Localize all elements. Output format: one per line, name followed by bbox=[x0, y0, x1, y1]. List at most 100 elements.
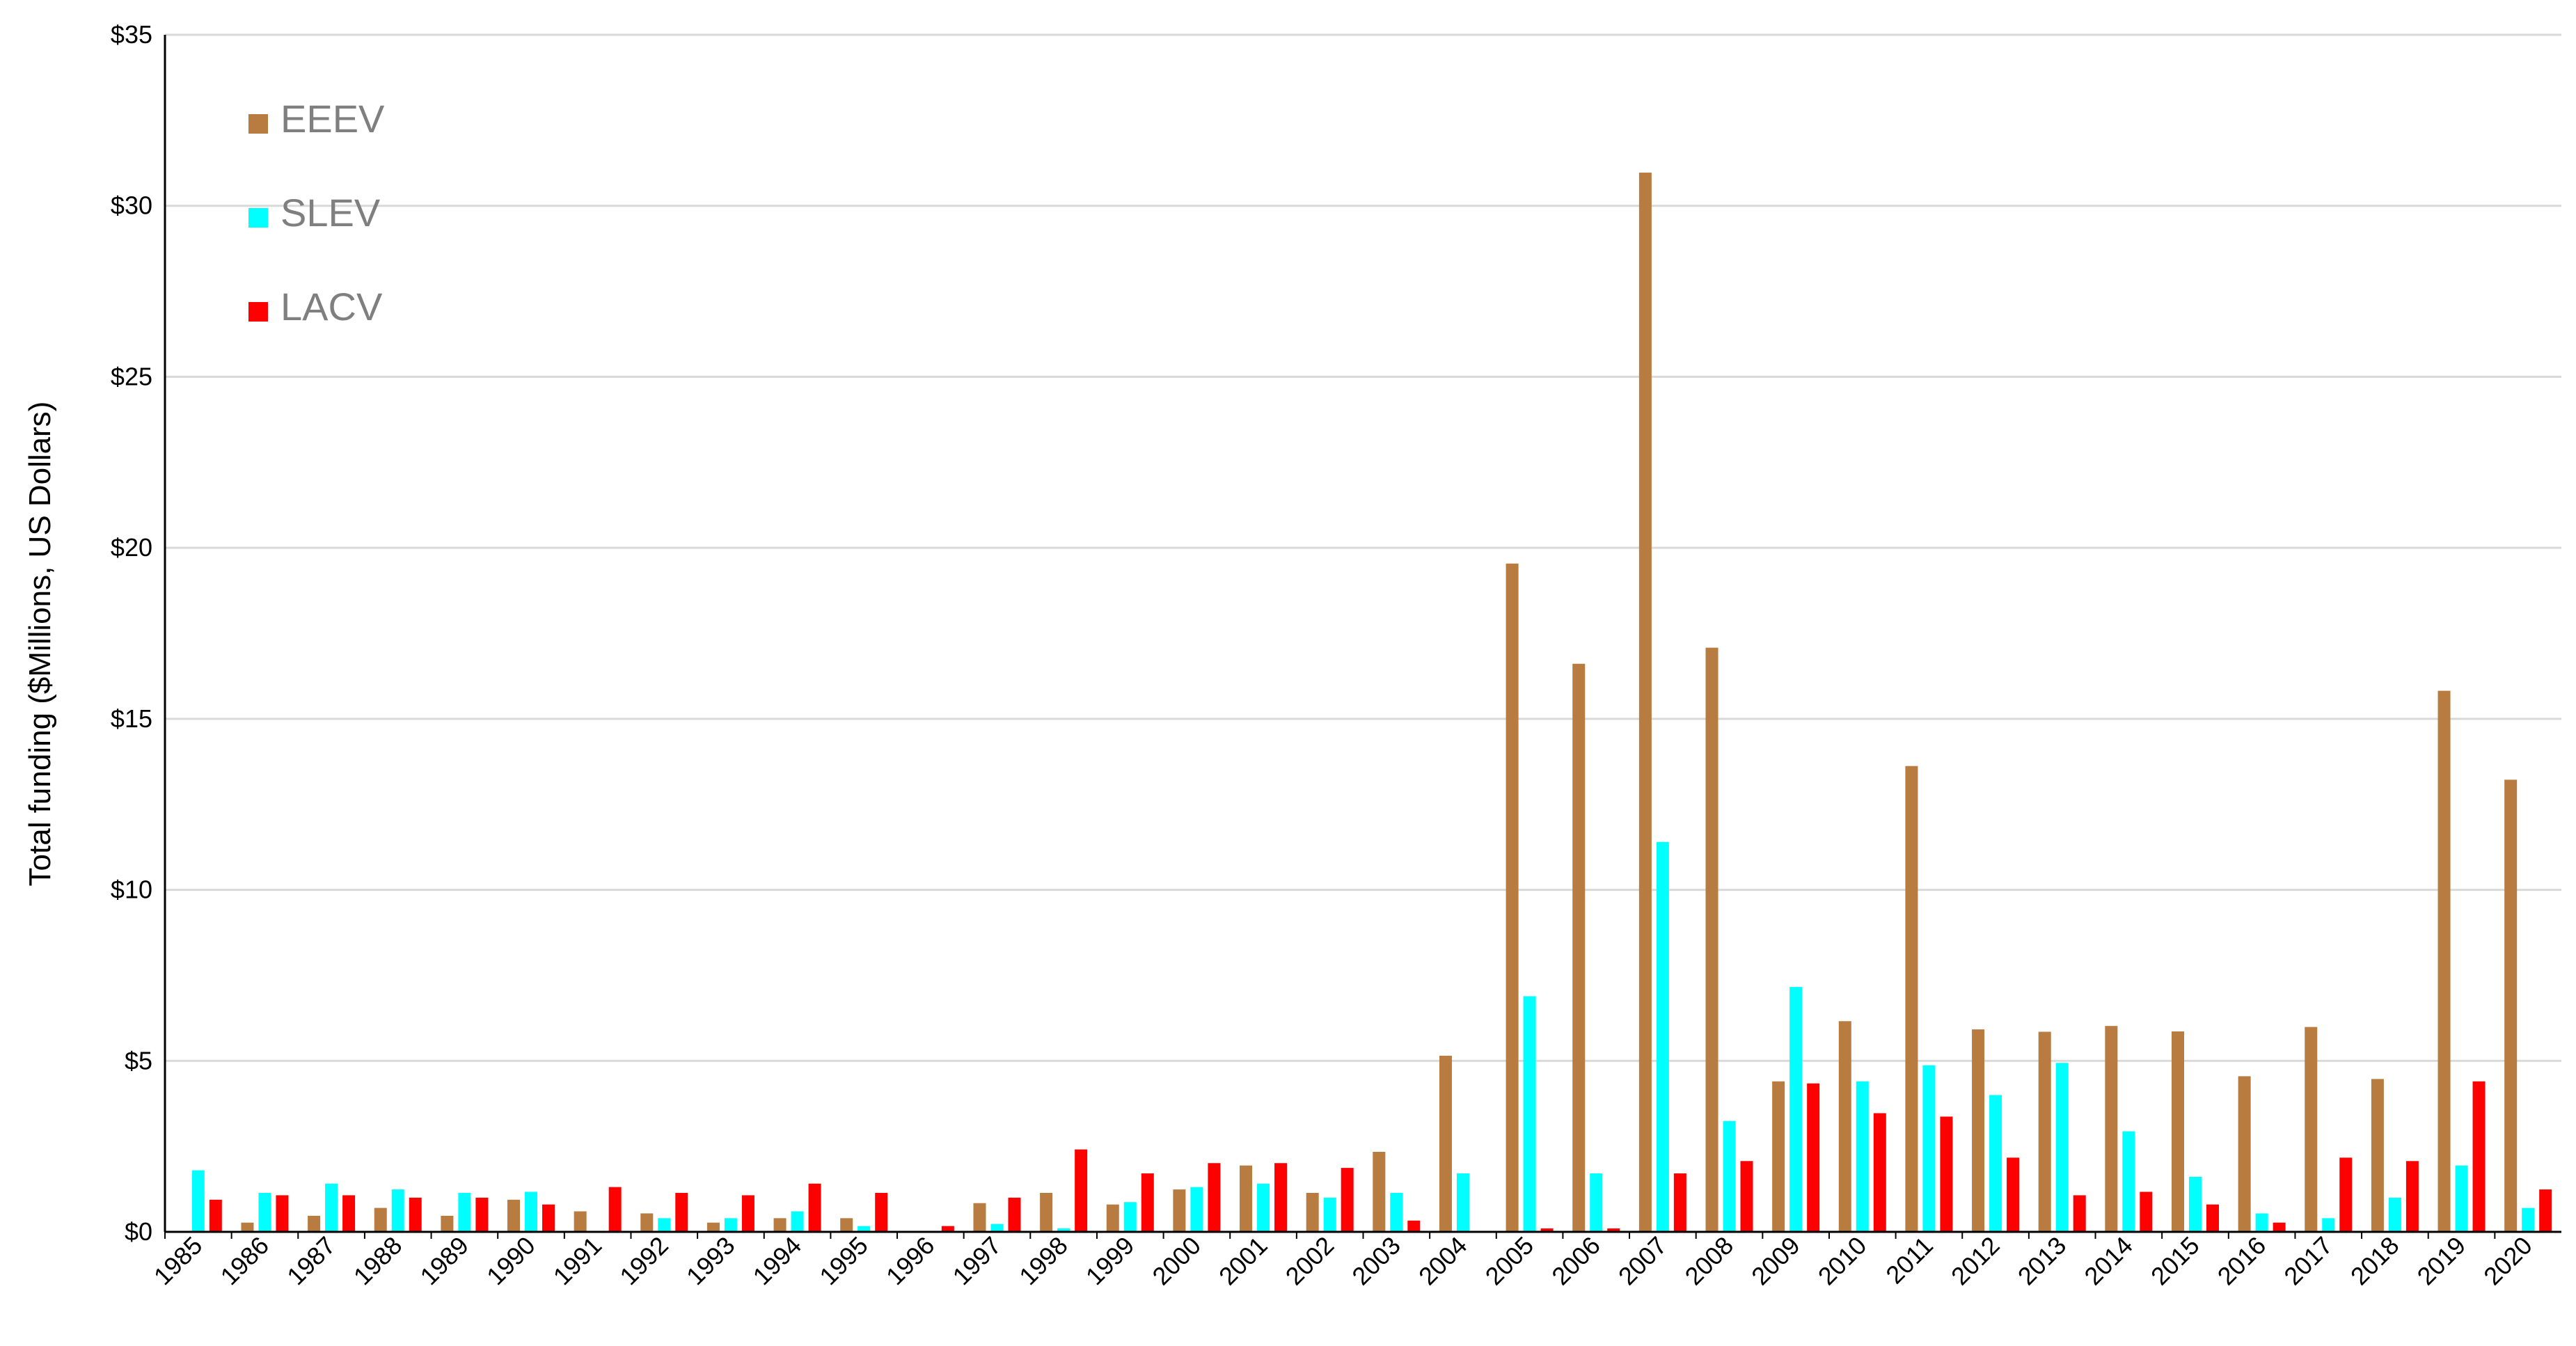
legend-label-slev: SLEV bbox=[280, 191, 381, 235]
bar-lacv-2014 bbox=[2140, 1191, 2153, 1232]
bar-eeev-1997 bbox=[973, 1203, 986, 1232]
bar-slev-2005 bbox=[1523, 996, 1536, 1232]
bar-lacv-1987 bbox=[342, 1195, 356, 1232]
bar-eeev-2013 bbox=[2038, 1031, 2051, 1232]
bar-lacv-2015 bbox=[2206, 1204, 2219, 1232]
x-tick-label: 1997 bbox=[947, 1231, 1007, 1291]
bar-eeev-2009 bbox=[1772, 1081, 1785, 1232]
bar-lacv-1992 bbox=[675, 1192, 688, 1232]
bar-lacv-1999 bbox=[1141, 1173, 1154, 1232]
x-tick-label: 1985 bbox=[148, 1231, 208, 1291]
bar-lacv-1986 bbox=[276, 1195, 289, 1232]
bar-slev-2018 bbox=[2388, 1197, 2401, 1232]
bar-lacv-1985 bbox=[209, 1199, 222, 1232]
bar-eeev-1992 bbox=[640, 1213, 654, 1232]
x-tick-label: 1998 bbox=[1013, 1231, 1073, 1291]
x-tick-label: 1988 bbox=[348, 1231, 408, 1291]
y-tick-label: $30 bbox=[111, 191, 152, 220]
bar-slev-1992 bbox=[658, 1218, 671, 1232]
x-tick-label: 2010 bbox=[1812, 1231, 1872, 1291]
legend-label-eeev: EEEV bbox=[280, 97, 385, 141]
x-tick-label: 2016 bbox=[2212, 1231, 2272, 1291]
bars bbox=[191, 173, 2552, 1233]
bar-eeev-1994 bbox=[773, 1218, 787, 1232]
bar-lacv-1996 bbox=[941, 1226, 954, 1232]
bar-slev-2002 bbox=[1323, 1197, 1336, 1232]
x-tick-label: 2000 bbox=[1146, 1231, 1206, 1291]
x-tick-label: 1990 bbox=[481, 1231, 541, 1291]
bar-slev-2015 bbox=[2188, 1176, 2202, 1232]
bar-lacv-2007 bbox=[1673, 1173, 1686, 1232]
x-tick-label: 1995 bbox=[814, 1231, 874, 1291]
bar-eeev-1986 bbox=[241, 1222, 254, 1232]
bar-slev-1988 bbox=[391, 1189, 404, 1232]
bar-eeev-2017 bbox=[2305, 1027, 2318, 1232]
axes bbox=[164, 35, 2561, 1239]
bar-slev-2013 bbox=[2055, 1063, 2069, 1232]
y-tick-label: $15 bbox=[111, 704, 152, 733]
bar-slev-2014 bbox=[2122, 1131, 2135, 1232]
bar-lacv-1997 bbox=[1008, 1197, 1021, 1232]
bar-slev-2017 bbox=[2322, 1218, 2335, 1232]
bar-eeev-1999 bbox=[1106, 1204, 1119, 1232]
x-tick-label: 2007 bbox=[1613, 1231, 1673, 1291]
bar-eeev-1998 bbox=[1040, 1192, 1053, 1232]
y-tick-label: $25 bbox=[111, 362, 152, 390]
bar-eeev-2008 bbox=[1705, 647, 1718, 1232]
x-tick-label: 2020 bbox=[2478, 1231, 2538, 1291]
bar-lacv-1994 bbox=[808, 1183, 821, 1232]
x-tick-label: 2008 bbox=[1680, 1231, 1739, 1291]
bar-lacv-2010 bbox=[1873, 1113, 1886, 1232]
x-tick-label: 1986 bbox=[214, 1231, 274, 1291]
bar-eeev-2004 bbox=[1439, 1055, 1452, 1232]
bar-eeev-1990 bbox=[507, 1199, 521, 1232]
bar-slev-2007 bbox=[1656, 841, 1669, 1232]
x-tick-label: 2015 bbox=[2145, 1231, 2205, 1291]
bar-slev-2009 bbox=[1789, 987, 1803, 1232]
bar-eeev-2015 bbox=[2171, 1031, 2184, 1232]
bar-eeev-2002 bbox=[1306, 1192, 1319, 1232]
bar-lacv-2000 bbox=[1208, 1163, 1221, 1232]
x-tick-label: 2019 bbox=[2412, 1231, 2472, 1291]
x-tick-label: 1996 bbox=[880, 1231, 940, 1291]
legend: EEEV SLEV LACV bbox=[219, 97, 421, 328]
bar-slev-1985 bbox=[191, 1170, 205, 1232]
bar-lacv-2005 bbox=[1540, 1228, 1554, 1232]
x-tick-label: 2001 bbox=[1213, 1231, 1273, 1291]
bar-slev-1997 bbox=[990, 1224, 1004, 1232]
bar-lacv-2008 bbox=[1740, 1161, 1753, 1232]
x-tick-label: 2003 bbox=[1346, 1231, 1406, 1291]
bar-eeev-1988 bbox=[374, 1208, 387, 1232]
x-tick-labels: 1985 1986 1987 1988 1989 1990 1991 1992 1993 1994… bbox=[148, 1231, 2538, 1291]
bar-eeev-2006 bbox=[1572, 663, 1586, 1232]
bar-lacv-2020 bbox=[2539, 1189, 2552, 1232]
bar-slev-1989 bbox=[458, 1192, 471, 1232]
bar-eeev-2014 bbox=[2105, 1026, 2118, 1232]
bar-lacv-1988 bbox=[409, 1197, 422, 1232]
bar-lacv-1991 bbox=[608, 1187, 622, 1232]
bar-slev-2006 bbox=[1590, 1173, 1603, 1232]
bar-lacv-2013 bbox=[2073, 1195, 2086, 1232]
legend-swatch-slev bbox=[248, 208, 268, 228]
x-tick-label: 2012 bbox=[1945, 1231, 2005, 1291]
bar-lacv-1998 bbox=[1075, 1149, 1088, 1232]
legend-swatch-lacv bbox=[248, 302, 268, 322]
bar-lacv-1995 bbox=[875, 1192, 888, 1232]
x-tick-label: 1987 bbox=[281, 1231, 341, 1291]
bar-eeev-1995 bbox=[840, 1218, 853, 1232]
bar-slev-2004 bbox=[1456, 1173, 1469, 1232]
bar-slev-2003 bbox=[1390, 1192, 1403, 1232]
bar-slev-2001 bbox=[1257, 1183, 1270, 1232]
bar-lacv-1990 bbox=[542, 1204, 555, 1232]
x-tick-label: 2006 bbox=[1546, 1231, 1606, 1291]
bar-eeev-1993 bbox=[706, 1222, 720, 1232]
gridlines bbox=[165, 33, 2561, 1062]
bar-slev-2016 bbox=[2255, 1213, 2268, 1232]
bar-lacv-2016 bbox=[2273, 1222, 2286, 1232]
bar-lacv-2018 bbox=[2405, 1161, 2419, 1232]
bar-slev-2019 bbox=[2455, 1165, 2468, 1232]
x-tick-label: 1991 bbox=[548, 1231, 608, 1291]
bar-eeev-2011 bbox=[1905, 766, 1918, 1232]
bar-lacv-2002 bbox=[1341, 1168, 1354, 1232]
bar-slev-1986 bbox=[258, 1192, 271, 1232]
